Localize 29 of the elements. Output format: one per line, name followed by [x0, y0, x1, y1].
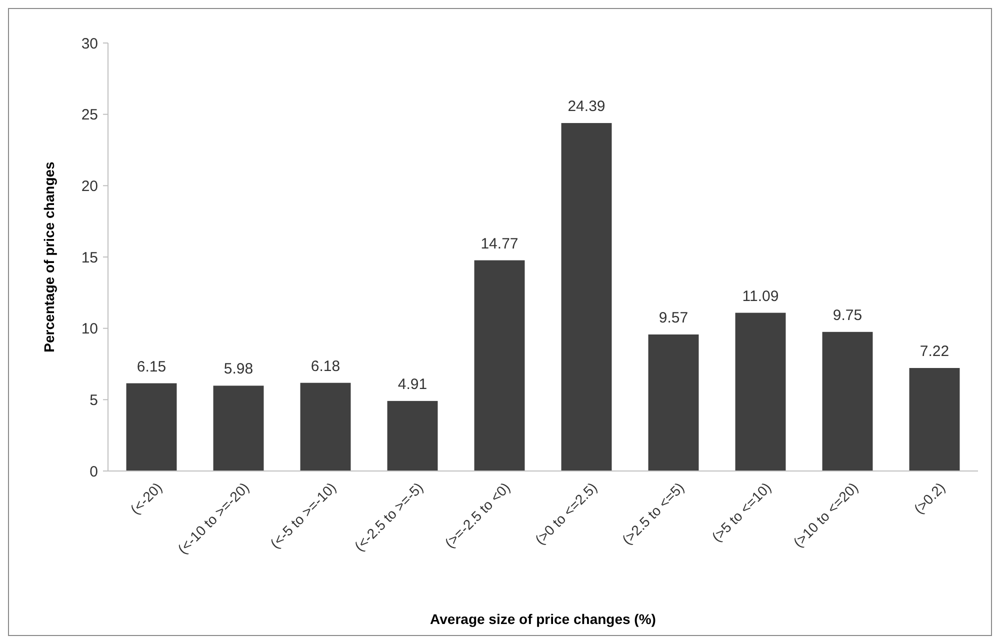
- bar: [387, 400, 438, 471]
- y-tick-label: 25: [81, 106, 98, 124]
- data-label: 6.18: [310, 358, 340, 375]
- y-tick-label: 20: [81, 178, 98, 195]
- data-label: 14.77: [480, 235, 518, 252]
- x-axis-title: Average size of price changes (%): [430, 611, 656, 627]
- bar: [909, 368, 960, 471]
- y-tick-label: 0: [90, 463, 98, 480]
- bar: [561, 123, 612, 471]
- data-label: 7.22: [920, 342, 950, 360]
- bar: [300, 382, 351, 471]
- data-label: 9.75: [832, 306, 862, 324]
- y-tick-label: 30: [81, 35, 98, 52]
- y-tick-label: 10: [81, 320, 98, 338]
- data-label: 5.98: [224, 360, 254, 378]
- y-tick-label: 15: [81, 249, 98, 266]
- y-tick-label: 5: [90, 392, 98, 409]
- bar: [648, 334, 699, 471]
- data-label: 4.91: [398, 376, 428, 393]
- bar: [474, 260, 525, 471]
- bar: [822, 332, 873, 471]
- y-axis-title: Percentage of price changes: [41, 161, 57, 352]
- data-label: 9.57: [658, 309, 688, 326]
- bar: [126, 383, 177, 471]
- bar: [213, 386, 264, 471]
- data-label: 11.09: [742, 288, 779, 305]
- bar: [735, 312, 786, 471]
- data-label: 6.15: [136, 358, 166, 376]
- data-label: 24.39: [568, 98, 606, 116]
